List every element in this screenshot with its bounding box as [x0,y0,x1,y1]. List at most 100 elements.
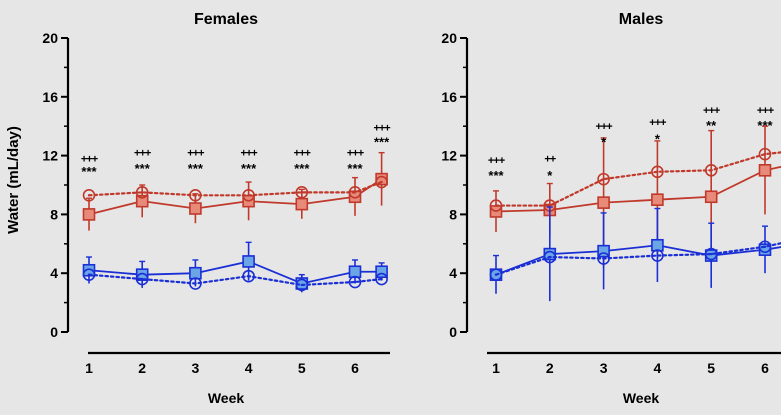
y-tick-label: 8 [449,206,457,222]
significance-star-label: * [601,134,607,149]
significance-star-label: *** [757,118,773,133]
significance-plus-label: +++ [757,105,774,117]
significance-star-label: *** [81,164,97,179]
data-point-center [141,191,143,193]
data-point [296,199,307,210]
x-tick-label: 2 [546,360,554,376]
data-point [190,203,201,214]
data-point [84,209,95,220]
y-tick-label: 4 [449,265,457,281]
series-0 [491,120,781,267]
significance-plus-label: +++ [595,121,612,133]
significance-plus-label: +++ [373,123,390,135]
y-tick-label: 20 [441,30,457,46]
significance-star-label: *** [294,161,310,176]
data-point-center [247,194,249,196]
y-tick-label: 20 [42,30,58,46]
data-point [652,194,663,205]
series-line [89,182,382,195]
data-layer [84,153,388,293]
data-point-center [194,194,196,196]
significance-plus-label: +++ [703,105,720,117]
y-tick-label: 0 [449,324,457,340]
significance-plus-label: +++ [240,148,257,160]
data-point-center [301,284,303,286]
series-line [496,164,781,211]
y-tick-label: 16 [42,89,58,105]
x-tick-label: 1 [492,360,500,376]
y-tick-label: 12 [42,148,58,164]
data-point-center [301,191,303,193]
data-point [706,191,717,202]
significance-star-label: * [655,131,661,146]
x-axis-label: Week [623,390,660,406]
significance-plus-label: +++ [134,148,151,160]
data-point [652,240,663,251]
series-1 [84,177,388,201]
series-line [89,179,382,214]
x-tick-label: 6 [351,360,359,376]
y-tick-label: 8 [50,206,58,222]
data-point-center [602,257,604,259]
x-axis-label: Week [208,390,245,406]
x-tick-label: 5 [298,360,306,376]
data-point [350,266,361,277]
y-tick-label: 12 [441,148,457,164]
data-point-center [194,282,196,284]
x-tick-label: 1 [85,360,93,376]
data-point-center [354,281,356,283]
significance-star-label: *** [135,161,151,176]
significance-star-label: *** [241,161,257,176]
x-tick-label: 4 [654,360,662,376]
significance-star-label: *** [188,161,204,176]
data-point-center [656,254,658,256]
significance-star-label: *** [347,161,363,176]
series-line [496,151,781,205]
x-tick-label: 4 [245,360,253,376]
data-point [598,197,609,208]
series-3 [491,235,781,280]
data-point-center [354,191,356,193]
x-tick-label: 2 [138,360,146,376]
data-point-center [549,256,551,258]
x-tick-label: 3 [600,360,608,376]
data-point-center [710,253,712,255]
significance-star-label: * [547,168,553,183]
x-tick-label: 3 [192,360,200,376]
data-point-center [656,171,658,173]
significance-plus-label: +++ [347,148,364,160]
series-2 [491,207,781,301]
data-point-center [495,204,497,206]
significance-plus-label: +++ [294,148,311,160]
significance-plus-label: +++ [649,117,666,129]
data-point-center [495,273,497,275]
series-line [89,261,382,283]
significance-plus-label: +++ [187,148,204,160]
data-point-center [247,275,249,277]
x-tick-label: 5 [707,360,715,376]
significance-star-label: *** [374,134,390,149]
significance-plus-label: +++ [488,155,505,167]
significance-star-label: ** [706,118,717,133]
y-tick-label: 16 [441,89,457,105]
data-point-center [710,169,712,171]
data-layer [491,120,781,301]
y-tick-label: 4 [50,265,58,281]
data-point-center [602,178,604,180]
series-3 [84,269,388,290]
data-point-center [88,194,90,196]
significance-plus-label: ++ [544,154,555,166]
data-point [760,165,771,176]
y-tick-label: 0 [50,324,58,340]
panel-title: Females [194,11,258,28]
y-axis-label: Water (mL/day) [5,126,22,234]
significance-star-label: *** [488,168,504,183]
data-point-center [764,153,766,155]
data-point-center [380,181,382,183]
data-point-center [141,278,143,280]
data-point [243,256,254,267]
data-point [190,268,201,279]
